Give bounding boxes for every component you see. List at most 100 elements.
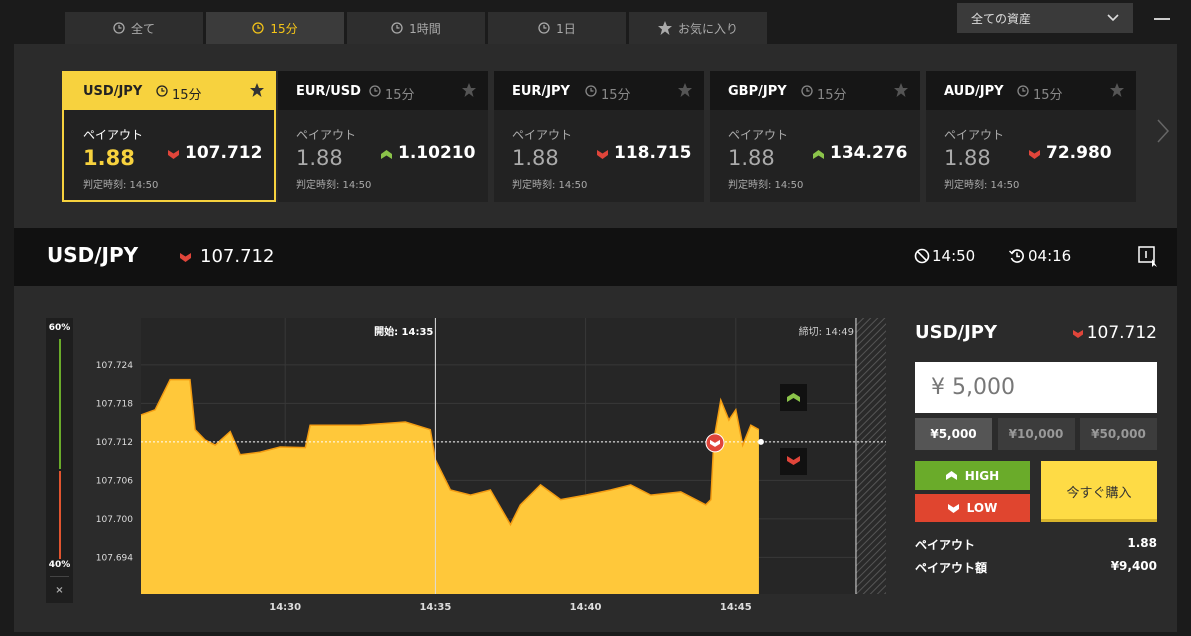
high-button[interactable]: HIGH bbox=[915, 461, 1030, 490]
clock-hands bbox=[374, 88, 378, 92]
star-icon bbox=[657, 21, 672, 35]
clock-icon bbox=[538, 22, 550, 34]
star bbox=[894, 83, 908, 97]
y-tick-label: 107.718 bbox=[96, 399, 133, 409]
up-chevron bbox=[787, 393, 800, 402]
next-arrow[interactable] bbox=[1156, 118, 1170, 144]
asset-card[interactable]: AUD/JPY 15分 ペイアウト 1.88 72.980 判定時刻: 14:50 bbox=[926, 71, 1136, 202]
card-period: 15分 bbox=[817, 88, 847, 103]
remaining-icon bbox=[1009, 249, 1024, 263]
star bbox=[678, 83, 692, 97]
payout: 1.88 bbox=[512, 146, 559, 170]
clock-icon bbox=[369, 85, 381, 97]
clock-icon bbox=[252, 22, 265, 34]
tab-label: 全て bbox=[130, 21, 155, 36]
tab[interactable]: 全て bbox=[65, 12, 203, 44]
down-icon bbox=[1073, 330, 1083, 338]
star-icon[interactable] bbox=[250, 83, 264, 97]
clock-icon bbox=[1017, 85, 1029, 97]
amount-button[interactable]: ¥10,000 bbox=[997, 418, 1075, 450]
header-pair: USD/JPY bbox=[47, 243, 139, 267]
card-price: 118.715 bbox=[614, 143, 692, 163]
star bbox=[657, 21, 672, 35]
star-icon[interactable] bbox=[462, 83, 476, 97]
clock-face bbox=[1017, 85, 1029, 97]
chevron bbox=[597, 150, 608, 159]
card-header: EUR/USD 15分 bbox=[278, 71, 488, 110]
tab[interactable]: 1日 bbox=[488, 12, 626, 44]
amount-button[interactable]: ¥50,000 bbox=[1080, 418, 1157, 450]
divider bbox=[50, 576, 69, 577]
menu-icon[interactable] bbox=[1154, 18, 1170, 20]
clock-face bbox=[113, 22, 125, 34]
start-label: 開始: 14:35 bbox=[374, 325, 433, 338]
window-icon[interactable] bbox=[1138, 246, 1158, 268]
payout-label: ペイアウト bbox=[915, 538, 976, 552]
down-icon bbox=[1029, 150, 1040, 159]
header-price: 107.712 bbox=[200, 246, 275, 267]
card-header: USD/JPY 15分 bbox=[62, 71, 276, 110]
deadline: 判定時刻: 14:50 bbox=[728, 180, 804, 191]
low-button[interactable]: LOW bbox=[915, 494, 1030, 522]
payout-label: ペイアウト bbox=[512, 128, 573, 142]
chevron bbox=[168, 150, 179, 159]
star-icon[interactable] bbox=[1110, 83, 1124, 97]
tab[interactable]: 15分 bbox=[206, 12, 344, 44]
clock-hands bbox=[1022, 88, 1026, 92]
deadline: 判定時刻: 14:50 bbox=[296, 180, 372, 191]
star-icon[interactable] bbox=[894, 83, 908, 97]
asset-select-text: 全ての資産 bbox=[971, 11, 1032, 26]
asset-select[interactable]: 全ての資産 bbox=[957, 3, 1133, 33]
asset-card[interactable]: GBP/JPY 15分 ペイアウト 1.88 134.276 判定時刻: 14:50 bbox=[710, 71, 920, 202]
deadline: 判定時刻: 14:50 bbox=[944, 180, 1020, 191]
tab[interactable]: 1時間 bbox=[347, 12, 485, 44]
chevron bbox=[1107, 14, 1119, 22]
card-pair: EUR/USD bbox=[296, 84, 361, 99]
payout-amount-label: ペイアウト額 bbox=[915, 561, 988, 575]
asset-card[interactable]: EUR/JPY 15分 ペイアウト 1.88 118.715 判定時刻: 14:50 bbox=[494, 71, 704, 202]
card-period: 15分 bbox=[172, 88, 202, 103]
x-tick-label: 14:40 bbox=[570, 602, 602, 613]
header-remaining: 04:16 bbox=[1028, 247, 1072, 265]
clock-face bbox=[391, 22, 403, 34]
gauge-high-bar bbox=[59, 339, 61, 469]
tab-label: お気に入り bbox=[677, 21, 738, 36]
payout-label: ペイアウト bbox=[83, 128, 144, 142]
clock-face bbox=[585, 85, 597, 97]
card-header: EUR/JPY 15分 bbox=[494, 71, 704, 110]
clock-hands bbox=[806, 88, 810, 92]
clock-hands bbox=[161, 88, 165, 92]
tab[interactable]: お気に入り bbox=[629, 12, 767, 44]
asset-card[interactable]: USD/JPY 15分 ペイアウト 1.88 107.712 判定時刻: 14:50 bbox=[62, 71, 276, 202]
payout-value: 1.88 bbox=[1127, 536, 1157, 550]
asset-card[interactable]: EUR/USD 15分 ペイアウト 1.88 1.10210 判定時刻: 14:50 bbox=[278, 71, 488, 202]
y-tick-label: 107.706 bbox=[96, 476, 133, 486]
header-strip: USD/JPY 107.712 14:50 04:16 bbox=[14, 228, 1177, 286]
clock-face bbox=[252, 22, 265, 34]
high-text: HIGH bbox=[964, 468, 1000, 483]
amount-input[interactable]: ¥ 5,000 bbox=[915, 362, 1157, 413]
chevron bbox=[1029, 150, 1040, 159]
chevron bbox=[381, 150, 392, 159]
clock-icon bbox=[585, 85, 597, 97]
down-icon bbox=[597, 150, 608, 159]
entry-chevron bbox=[710, 439, 720, 447]
up-icon bbox=[813, 150, 824, 159]
clock-hands bbox=[590, 88, 594, 92]
clock-hands bbox=[396, 25, 400, 29]
buy-button[interactable]: 今すぐ購入 bbox=[1041, 461, 1157, 522]
clock-icon bbox=[156, 85, 168, 97]
card-price: 72.980 bbox=[1046, 143, 1112, 163]
gauge-close[interactable]: × bbox=[55, 585, 64, 596]
clock-face bbox=[538, 22, 550, 34]
up-icon bbox=[381, 150, 392, 159]
y-tick-label: 107.700 bbox=[96, 515, 133, 525]
card-header: AUD/JPY 15分 bbox=[926, 71, 1136, 110]
payout-label: ペイアウト bbox=[728, 128, 789, 142]
y-tick-label: 107.712 bbox=[96, 438, 133, 448]
star-icon[interactable] bbox=[678, 83, 692, 97]
amount-button[interactable]: ¥5,000 bbox=[915, 418, 992, 450]
card-price: 107.712 bbox=[185, 143, 263, 163]
clock-icon bbox=[113, 22, 125, 34]
down-chevron bbox=[787, 456, 800, 465]
